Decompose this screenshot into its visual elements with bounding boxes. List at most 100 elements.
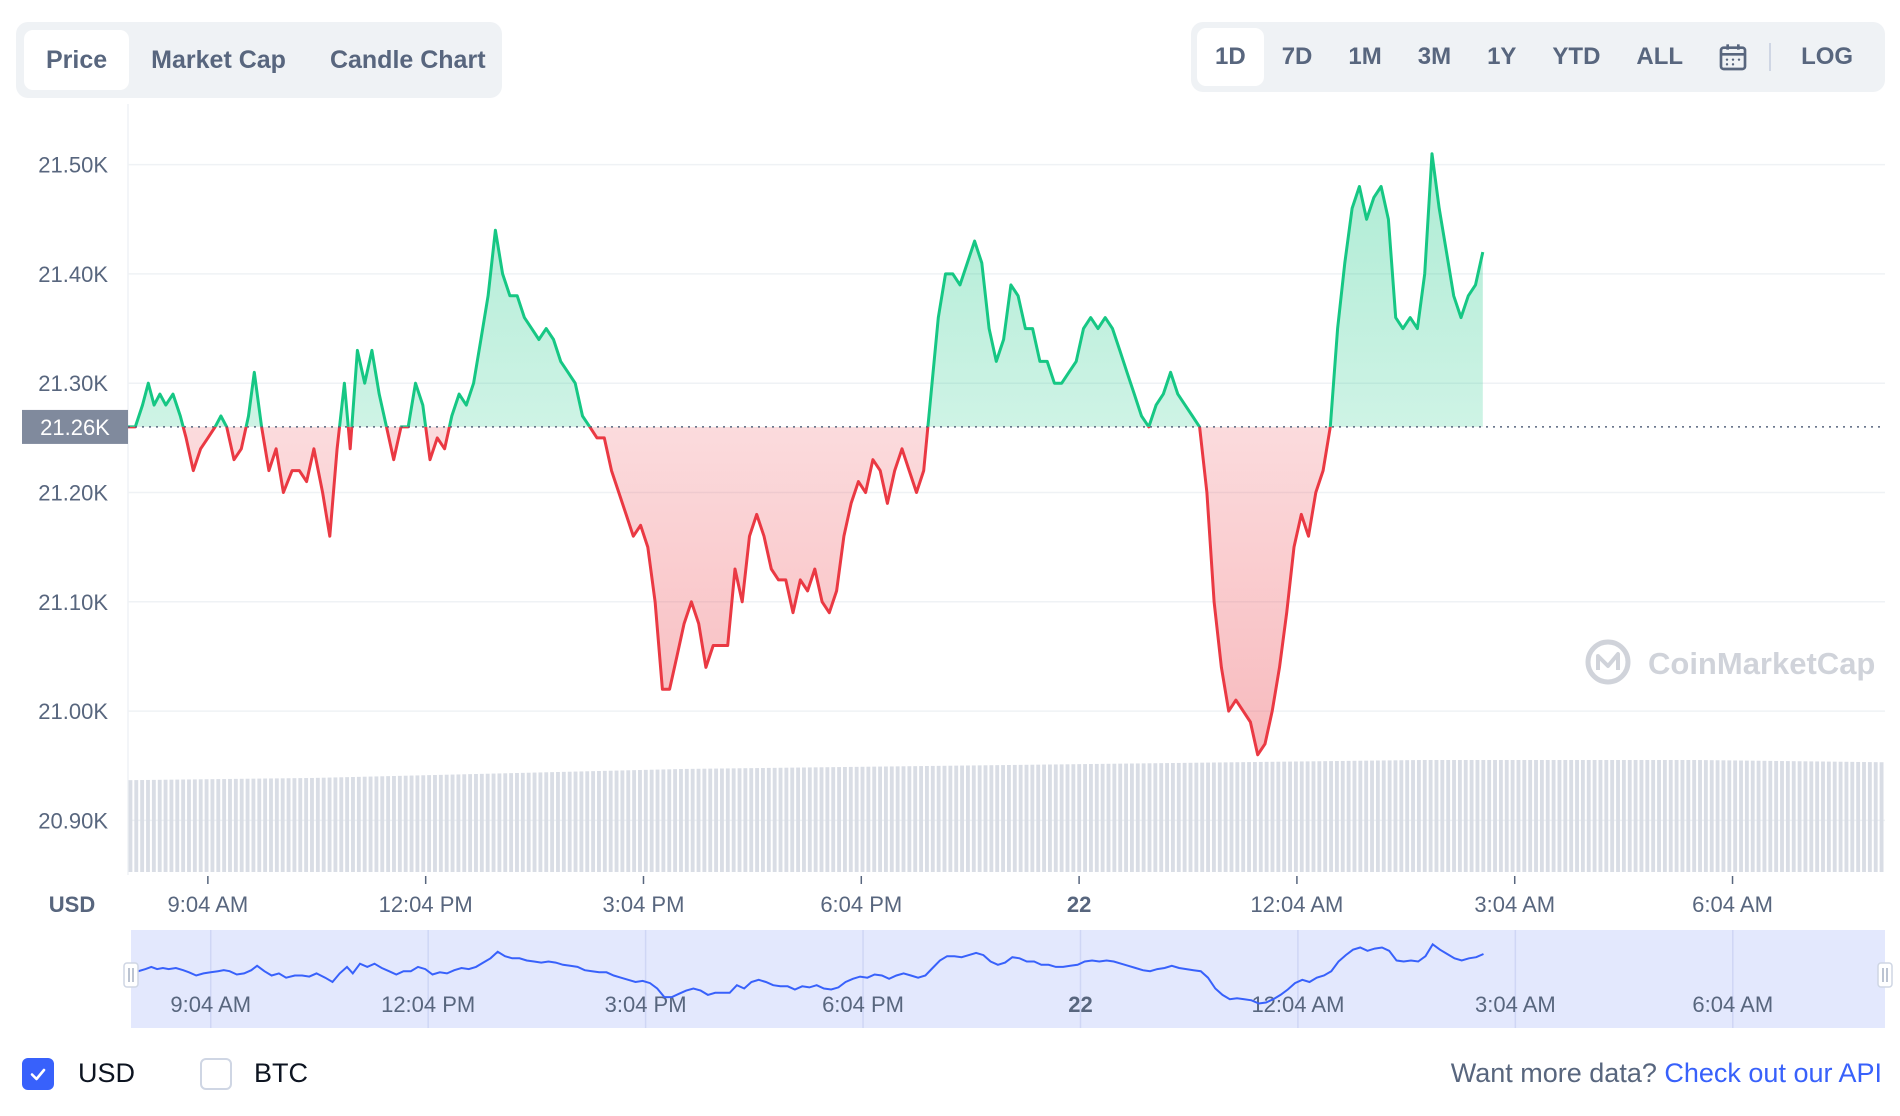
navigator-handle-right[interactable] [1877, 962, 1893, 988]
volume-bar [1598, 760, 1603, 872]
tab-market-cap[interactable]: Market Cap [151, 45, 286, 74]
x-tick-label: 3:04 AM [1474, 892, 1555, 917]
volume-bar [239, 778, 244, 872]
range-all[interactable]: ALL [1636, 43, 1684, 70]
range-7d[interactable]: 7D [1281, 43, 1313, 70]
volume-bar [532, 772, 537, 872]
volume-bar [1528, 760, 1533, 872]
volume-bar [438, 774, 443, 872]
volume-bar [761, 767, 765, 872]
volume-bar [1024, 764, 1029, 872]
volume-bar [796, 767, 801, 872]
navigator-handle-left[interactable] [123, 962, 139, 988]
volume-bar [1463, 760, 1468, 872]
volume-bar [1364, 760, 1369, 872]
volume-bar [626, 770, 631, 872]
range-1d[interactable]: 1D [1197, 28, 1264, 86]
api-link[interactable]: Check out our API [1664, 1058, 1882, 1088]
volume-bar [515, 773, 519, 872]
volume-bar [474, 774, 478, 872]
volume-bar [1153, 763, 1158, 872]
volume-bar [1639, 760, 1644, 872]
volume-bar [983, 765, 988, 872]
volume-bar [1030, 764, 1035, 872]
price-area-down [128, 426, 1483, 755]
x-tick-label: 22 [1067, 892, 1091, 917]
y-tick-label: 21.50K [38, 153, 108, 178]
volume-bar [450, 774, 455, 872]
volume-bar [1627, 760, 1632, 872]
volume-bar [233, 778, 238, 872]
volume-bar [1393, 760, 1398, 872]
tab-price[interactable]: Price [24, 30, 130, 90]
y-tick-label: 20.90K [38, 808, 108, 833]
price-chart[interactable]: 21.50K 21.40K 21.30K 21.20K 21.10K 21.00K 20.9… [0, 0, 1900, 1040]
navigator-tick-label: 22 [1068, 992, 1092, 1017]
volume-bar [1493, 760, 1497, 872]
volume-bar [187, 779, 191, 872]
volume-bar [1481, 760, 1486, 872]
volume-bar [772, 767, 777, 872]
volume-bar [813, 767, 818, 872]
volume-bar [1434, 760, 1439, 872]
volume-bar [1821, 761, 1825, 872]
volume-bar [1112, 763, 1117, 872]
volume-bar [872, 766, 877, 872]
volume-bar [1252, 762, 1257, 872]
usd-label[interactable]: USD [78, 1058, 136, 1088]
watermark: CoinMarketCap [1585, 639, 1875, 685]
volume-bar [649, 769, 654, 872]
volume-bar [1188, 762, 1193, 872]
usd-checkbox[interactable] [22, 1058, 54, 1090]
volume-bar [386, 776, 391, 872]
volume-bar [538, 772, 543, 872]
volume-bar [415, 775, 420, 872]
navigator-tick-label: 6:04 PM [822, 992, 904, 1017]
volume-bar [286, 778, 291, 872]
tab-candle-chart[interactable]: Candle Chart [329, 45, 486, 74]
volume-bar [1733, 760, 1738, 872]
handle-body[interactable] [123, 962, 139, 988]
volume-bar [228, 778, 232, 872]
price-line-up [128, 152, 1485, 427]
volume-bar [837, 767, 842, 872]
price-line-down [128, 426, 1332, 757]
volume-bar [1469, 760, 1474, 872]
volume-bar [409, 775, 414, 872]
volume-bar [1247, 762, 1251, 872]
volume-bar [989, 765, 994, 872]
volume-bar [1698, 760, 1702, 872]
btc-checkbox[interactable] [200, 1058, 232, 1090]
volume-bar [1510, 760, 1515, 872]
volume-bar [954, 765, 959, 872]
volume-bar [573, 771, 578, 872]
volume-bar [333, 777, 338, 872]
volume-bar [1206, 762, 1210, 872]
btc-label[interactable]: BTC [254, 1058, 308, 1088]
volume-bar [1165, 763, 1169, 872]
volume-bar [971, 765, 976, 872]
calendar-button[interactable] [1701, 28, 1765, 86]
handle-body[interactable] [1877, 962, 1893, 988]
volume-bar [280, 778, 285, 872]
range-3m[interactable]: 3M [1417, 43, 1452, 70]
volume-bar [1276, 761, 1281, 872]
volume-bar [181, 779, 186, 872]
range-1y[interactable]: 1Y [1487, 43, 1517, 70]
api-promo: Want more data? Check out our API [1451, 1058, 1882, 1089]
volume-bar [632, 770, 637, 872]
volume-bar [269, 778, 273, 872]
volume-bar [561, 771, 566, 872]
volume-bar [585, 771, 590, 872]
volume-bar [690, 768, 695, 872]
volume-bar [245, 778, 250, 872]
volume-bar [1352, 760, 1357, 872]
volume-bar [456, 774, 461, 872]
volume-bar [444, 774, 449, 872]
log-scale-toggle[interactable]: LOG [1801, 43, 1854, 70]
range-ytd[interactable]: YTD [1552, 43, 1601, 70]
volume-bar [1299, 761, 1304, 872]
volume-bar [1141, 763, 1146, 872]
reference-badge-label: 21.26K [40, 415, 110, 440]
range-1m[interactable]: 1M [1348, 43, 1382, 70]
